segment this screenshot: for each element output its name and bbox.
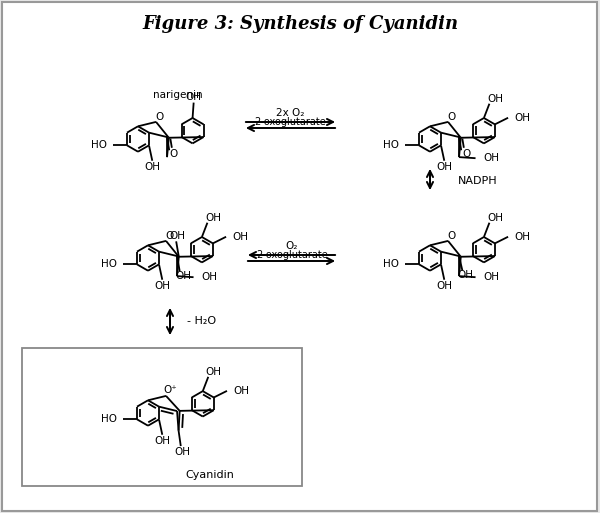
Text: Cyanidin: Cyanidin [185, 470, 235, 480]
Text: O: O [447, 112, 455, 122]
FancyBboxPatch shape [22, 348, 302, 486]
Text: Figure 3: Synthesis of Cyanidin: Figure 3: Synthesis of Cyanidin [142, 15, 458, 33]
Text: OH: OH [436, 281, 452, 291]
Text: OH: OH [458, 270, 473, 281]
Text: narigenin: narigenin [153, 90, 203, 100]
Text: OH: OH [174, 446, 190, 457]
Text: OH: OH [487, 94, 503, 104]
Text: OH: OH [515, 113, 530, 123]
Text: OH: OH [154, 281, 170, 291]
Text: OH: OH [205, 213, 221, 223]
Text: O: O [462, 149, 470, 159]
Text: OH: OH [201, 272, 217, 282]
Text: OH: OH [487, 213, 503, 223]
Text: OH: OH [483, 153, 499, 163]
Text: HO: HO [91, 141, 107, 150]
Text: OH: OH [233, 386, 250, 396]
Text: OH: OH [154, 437, 170, 446]
Text: 2-oxoglutarate: 2-oxoglutarate [254, 117, 326, 127]
Text: HO: HO [101, 260, 117, 269]
Text: 2x O₂: 2x O₂ [276, 108, 304, 118]
Text: O: O [155, 112, 163, 122]
Text: O: O [447, 231, 455, 241]
Text: 2-oxoglutarate: 2-oxoglutarate [256, 250, 328, 260]
Text: O⁺: O⁺ [163, 385, 177, 395]
Text: HO: HO [383, 260, 399, 269]
Text: OH: OH [206, 367, 222, 378]
Text: OH: OH [436, 162, 452, 172]
Text: OH: OH [233, 232, 248, 242]
Text: O: O [165, 231, 173, 241]
Text: NADPH: NADPH [458, 176, 497, 186]
Text: OH: OH [144, 162, 160, 172]
Text: O: O [170, 149, 178, 159]
Text: HO: HO [101, 415, 117, 424]
Text: - H₂O: - H₂O [187, 316, 217, 326]
Text: OH: OH [169, 231, 185, 241]
Text: O₂: O₂ [286, 241, 298, 251]
Text: OH: OH [185, 92, 202, 102]
Text: OH: OH [175, 271, 191, 281]
Text: HO: HO [383, 141, 399, 150]
Text: OH: OH [483, 272, 499, 282]
Text: OH: OH [515, 232, 530, 242]
